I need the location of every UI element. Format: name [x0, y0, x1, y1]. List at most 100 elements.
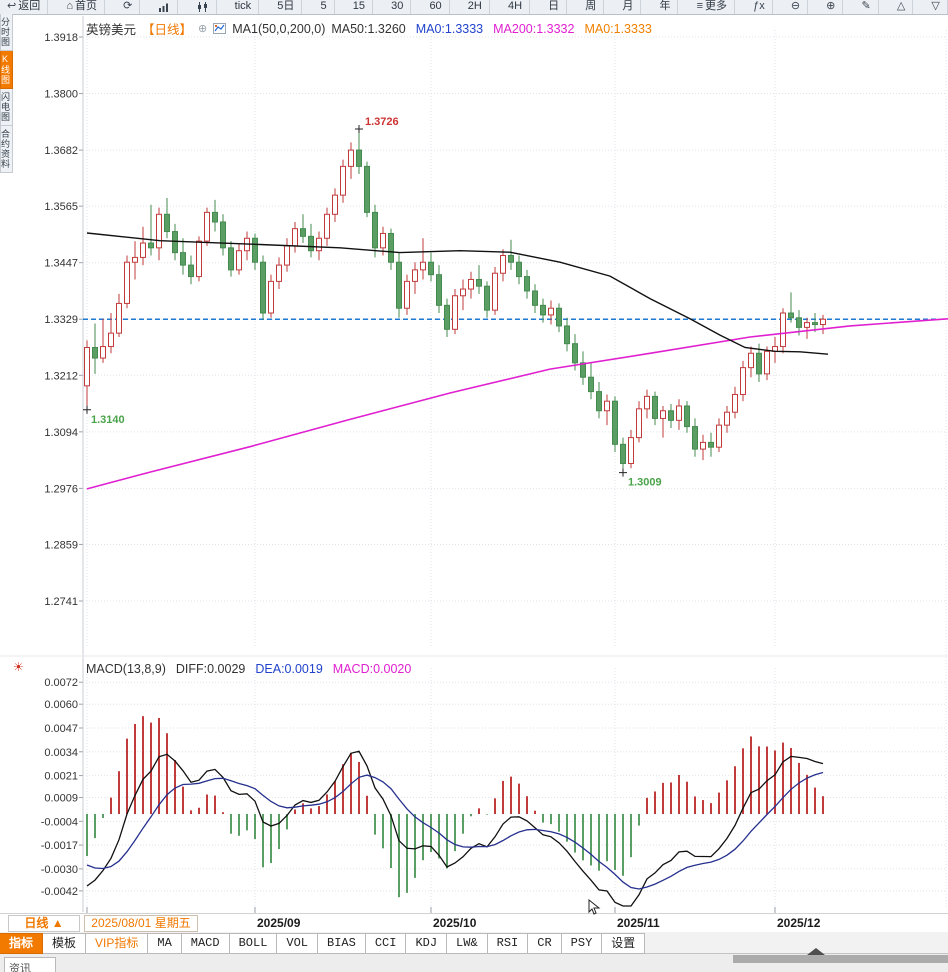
toolbar-item-zoom-in[interactable]: ⊕ [819, 0, 844, 14]
svg-text:0.0009: 0.0009 [44, 793, 78, 805]
svg-text:1.3447: 1.3447 [44, 258, 78, 270]
toolbar-item-interval-d[interactable]: 日 [541, 0, 568, 14]
toolbar-item-label: 30 [391, 0, 404, 12]
toolbar-item-shape-triangle[interactable]: △ [890, 0, 914, 14]
toolbar-item-label: 5 [320, 0, 327, 12]
toolbar-item-back[interactable]: ↩ 返回 [0, 0, 49, 14]
toolbar-item-kline-chart[interactable] [190, 0, 217, 14]
toolbar-item-label: 更多 [705, 0, 727, 12]
toolbar-item-interval-month[interactable]: 月 [615, 0, 642, 14]
toolbar-item-label: 2H [467, 0, 482, 12]
triangle-icon: △ [896, 0, 906, 12]
toolbar-item-interval-30[interactable]: 30 [384, 0, 412, 14]
svg-text:1.3140: 1.3140 [91, 414, 125, 426]
symbol-name: 英镑美元 [86, 23, 137, 37]
svg-text:-0.0017: -0.0017 [41, 840, 78, 852]
svg-text:1.3918: 1.3918 [44, 32, 78, 44]
svg-text:-0.0030: -0.0030 [41, 864, 78, 876]
chart-type-sidebar: 分时图 K线图 闪电图 合约资料 [0, 14, 13, 173]
period-selector[interactable]: 日线 ▲ [8, 915, 80, 932]
toolbar-item-formula[interactable]: ƒx [746, 0, 773, 14]
toolbar-item-label: 4H [507, 0, 523, 12]
svg-text:0.0072: 0.0072 [44, 677, 78, 689]
indicator-tab-MA[interactable]: MA [148, 933, 182, 954]
toolbar-item-interval-day[interactable]: 4H [501, 0, 531, 14]
toolbar-item-label: tick [234, 0, 252, 12]
x-axis-month-label: 2025/10 [433, 916, 477, 930]
ma200-line [86, 318, 948, 490]
macd-title-bar: MACD(13,8,9) DIFF:0.0029 DEA:0.0019 MACD:0… [86, 662, 411, 676]
toolbar-item-interval-tick[interactable]: tick [228, 0, 260, 14]
formula-icon: ƒx [753, 0, 765, 12]
toolbar-item-interval-15[interactable]: 15 [346, 0, 373, 14]
svg-text:0.0034: 0.0034 [44, 747, 78, 759]
indicator-tab-CCI[interactable]: CCI [365, 933, 407, 954]
bar-chart-icon [159, 3, 169, 12]
macd-dea-line [86, 771, 824, 890]
indicator-tab-BOLL[interactable]: BOLL [229, 933, 278, 954]
indicator-tab-指标[interactable]: 指标 [0, 933, 44, 954]
toolbar-item-label: 周 [585, 0, 597, 12]
toolbar-item-zoom-out[interactable]: ⊖ [784, 0, 809, 14]
more-icon: ≡ [696, 0, 703, 12]
indicator-settings-icon[interactable]: ☀ [13, 660, 24, 674]
toolbar-item-label: 年 [659, 0, 671, 12]
sidebar-tab-2[interactable]: 闪电图 [0, 89, 13, 126]
toolbar-item-interval-5[interactable]: 5 [313, 0, 335, 14]
top-toolbar: ↩ 返回 ⌂ 首页 ⟳ tick 5日 5 15 30 60 2H 4H 日 周 月 年 ≡ 更多 ƒx ⊖ ⊕ ✎ △ ▽ [0, 0, 948, 15]
ma-value: MA0:1.3333 [584, 21, 652, 36]
indicator-tab-VOL[interactable]: VOL [277, 933, 319, 954]
toolbar-item-label: 60 [429, 0, 442, 12]
horizontal-scroll-handle[interactable] [733, 948, 948, 963]
indicator-tab-KDJ[interactable]: KDJ [406, 933, 448, 954]
toolbar-item-home[interactable]: ⌂ 首页 [59, 0, 105, 14]
macd-params-label: MACD(13,8,9) [86, 662, 166, 676]
svg-text:1.3212: 1.3212 [44, 370, 78, 382]
indicator-tab-CR[interactable]: CR [528, 933, 562, 954]
ma-value: MA200:1.3332 [493, 21, 575, 36]
toolbar-item-more[interactable]: ≡ 更多 [690, 0, 735, 14]
toolbar-item-label: 5日 [277, 0, 295, 12]
toolbar-item-interval-year[interactable]: 年 [652, 0, 679, 14]
indicator-tab-设置[interactable]: 设置 [602, 933, 646, 954]
macd-diff-line [86, 750, 824, 907]
svg-text:0.0047: 0.0047 [44, 723, 78, 735]
macd-value: DIFF:0.0029 [175, 662, 246, 676]
add-indicator-icon[interactable]: ⊕ [198, 23, 208, 35]
indicator-tab-BIAS[interactable]: BIAS [318, 933, 366, 954]
sidebar-tab-0[interactable]: 分时图 [0, 14, 13, 51]
refresh-icon: ⟳ [123, 0, 133, 12]
sidebar-tab-1[interactable]: K线图 [0, 51, 13, 89]
indicator-tab-MACD[interactable]: MACD [181, 933, 230, 954]
draw-icon: ✎ [861, 0, 871, 12]
svg-text:1.3094: 1.3094 [44, 427, 78, 439]
toolbar-item-interval-2h[interactable]: 2H [461, 0, 490, 14]
sidebar-tab-3[interactable]: 合约资料 [0, 126, 13, 173]
candlestick-series[interactable] [84, 129, 826, 473]
toolbar-item-interval-60[interactable]: 60 [422, 0, 450, 14]
toolbar-item-refresh[interactable]: ⟳ [116, 0, 141, 14]
zoom-in-icon: ⊕ [826, 0, 836, 12]
svg-text:1.3009: 1.3009 [628, 477, 662, 489]
svg-text:-0.0004: -0.0004 [41, 816, 78, 828]
bottom-strip: 资讯 [0, 954, 948, 972]
toolbar-item-draw[interactable]: ✎ [855, 0, 879, 14]
indicator-tab-LW&[interactable]: LW& [447, 933, 488, 954]
ma-values: MA50:1.3260 MA0:1.3333 MA200:1.3332 MA0:1.3… [331, 22, 652, 36]
indicator-tab-VIP指标[interactable]: VIP指标 [86, 933, 149, 954]
x-axis-month-label: 2025/12 [777, 916, 821, 930]
svg-text:1.2741: 1.2741 [44, 596, 78, 608]
svg-text:1.2859: 1.2859 [44, 539, 78, 551]
indicator-tab-RSI[interactable]: RSI [487, 933, 529, 954]
news-tab-partial[interactable]: 资讯 [4, 957, 56, 972]
mini-chart-icon[interactable] [213, 23, 227, 34]
toolbar-item-timeshare-chart[interactable] [151, 0, 179, 14]
toolbar-item-interval-week[interactable]: 周 [578, 0, 605, 14]
indicator-tab-模板[interactable]: 模板 [43, 933, 87, 954]
indicator-tab-PSY[interactable]: PSY [561, 933, 603, 954]
toolbar-item-interval-5d[interactable]: 5日 [270, 0, 303, 14]
svg-text:1.3329: 1.3329 [44, 314, 78, 326]
toolbar-item-shape-more[interactable]: ▽ [924, 0, 948, 14]
